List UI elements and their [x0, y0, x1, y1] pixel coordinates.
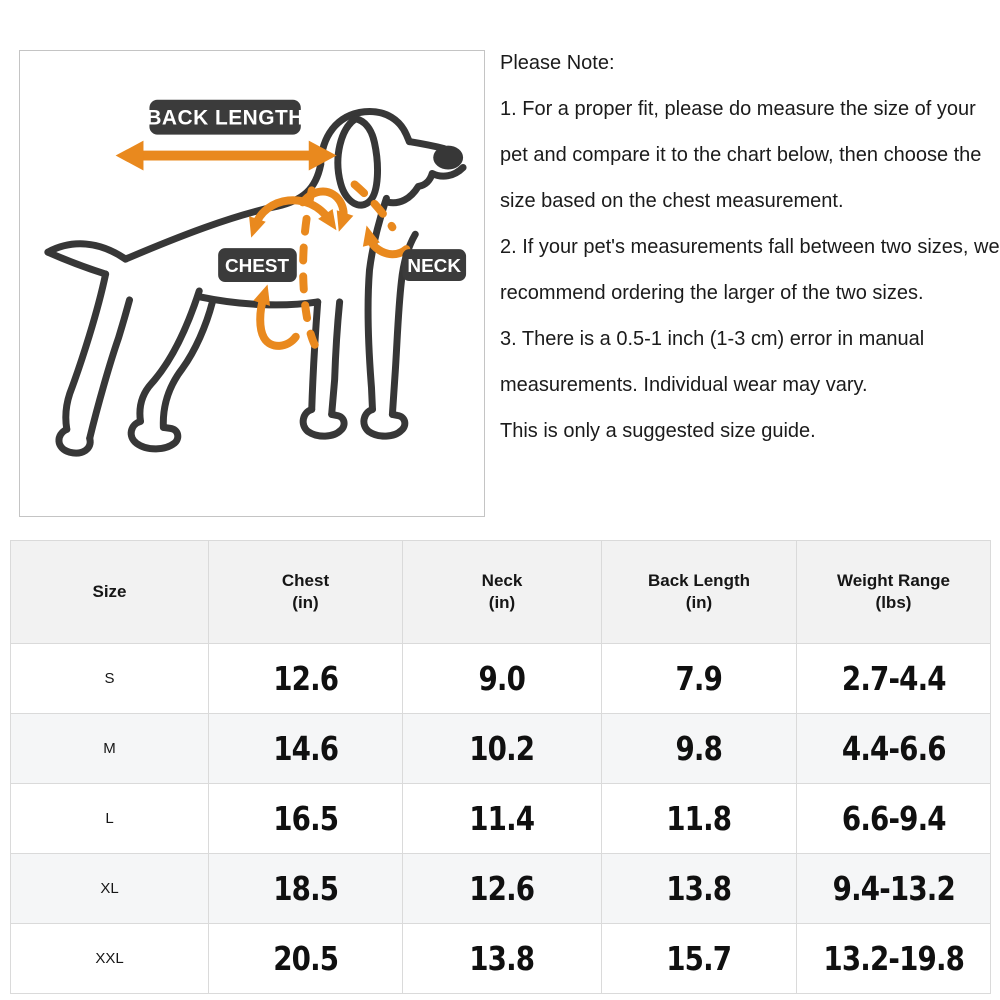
neck-wrap-arrow-bottom-icon [362, 225, 411, 259]
chest-cell: 20.5 [208, 923, 403, 994]
note-item-3: 3. There is a 0.5-1 inch (1-3 cm) error … [500, 328, 925, 396]
weight-cell: 13.2-19.8 [796, 923, 991, 994]
neck-cell: 11.4 [402, 783, 602, 854]
size-table-header: Size Chest (in) Neck (in) Back Length (in) … [10, 540, 991, 644]
size-cell: M [10, 713, 209, 784]
dog-nose [433, 145, 464, 170]
neck-cell: 13.8 [402, 923, 602, 994]
table-row-xxl: XXL 20.5 13.8 15.7 13.2-19.8 [10, 923, 991, 994]
chest-cell: 18.5 [208, 853, 403, 924]
size-table: Size Chest (in) Neck (in) Back Length (in) … [10, 540, 991, 994]
chest-up-arrow-icon [253, 284, 300, 350]
dog-illustration: BACK LENGTH CHEST NECK [44, 99, 467, 457]
neck-cell: 12.6 [402, 853, 602, 924]
table-row-l: L 16.5 11.4 11.8 6.6-9.4 [10, 783, 991, 854]
note-item-2: 2. If your pet's measurements fall betwe… [500, 236, 1000, 304]
size-cell: S [10, 643, 209, 714]
chest-cell: 14.6 [208, 713, 403, 784]
back-length-cell: 13.8 [601, 853, 797, 924]
size-cell: L [10, 783, 209, 854]
back-length-label: BACK LENGTH [146, 107, 304, 130]
neck-cell: 10.2 [402, 713, 602, 784]
header-back-length: Back Length (in) [601, 540, 797, 644]
dog-ear [334, 115, 381, 209]
weight-cell: 9.4-13.2 [796, 853, 991, 924]
weight-cell: 4.4-6.6 [796, 713, 991, 784]
back-length-label-bg [149, 99, 301, 135]
neck-wrap-arrow-top-icon [298, 187, 354, 232]
header-neck: Neck (in) [402, 540, 602, 644]
neck-girth-dashes [350, 180, 397, 232]
table-row-xl: XL 18.5 12.6 13.8 9.4-13.2 [10, 853, 991, 924]
neck-label-bg [402, 249, 467, 282]
back-length-cell: 15.7 [601, 923, 797, 994]
neck-cell: 9.0 [402, 643, 602, 714]
neck-label: NECK [407, 256, 461, 277]
chest-label: CHEST [225, 256, 290, 277]
chest-cell: 16.5 [208, 783, 403, 854]
header-weight-range: Weight Range (lbs) [796, 540, 991, 644]
size-cell: XXL [10, 923, 209, 994]
dog-outline [44, 108, 467, 457]
back-length-cell: 11.8 [601, 783, 797, 854]
note-item-4: This is only a suggested size guide. [500, 420, 816, 442]
chest-cell: 12.6 [208, 643, 403, 714]
measurement-annotations [134, 150, 411, 350]
weight-cell: 6.6-9.4 [796, 783, 991, 854]
weight-cell: 2.7-4.4 [796, 643, 991, 714]
chest-wrap-arrow-icon [249, 196, 337, 238]
notes-section: Please Note: 1. For a proper fit, please… [500, 40, 1000, 454]
header-size: Size [10, 540, 209, 644]
table-row-s: S 12.6 9.0 7.9 2.7-4.4 [10, 643, 991, 714]
table-row-m: M 14.6 10.2 9.8 4.4-6.6 [10, 713, 991, 784]
header-chest: Chest (in) [208, 540, 403, 644]
note-item-1: 1. For a proper fit, please do measure t… [500, 98, 982, 212]
notes-title: Please Note: [500, 52, 615, 74]
back-length-cell: 7.9 [601, 643, 797, 714]
diagram-labels: BACK LENGTH CHEST NECK [146, 99, 467, 283]
size-cell: XL [10, 853, 209, 924]
back-length-cell: 9.8 [601, 713, 797, 784]
dog-diagram-box: BACK LENGTH CHEST NECK [19, 50, 485, 517]
chest-label-bg [218, 248, 297, 283]
back-length-arrowheads [115, 140, 337, 171]
